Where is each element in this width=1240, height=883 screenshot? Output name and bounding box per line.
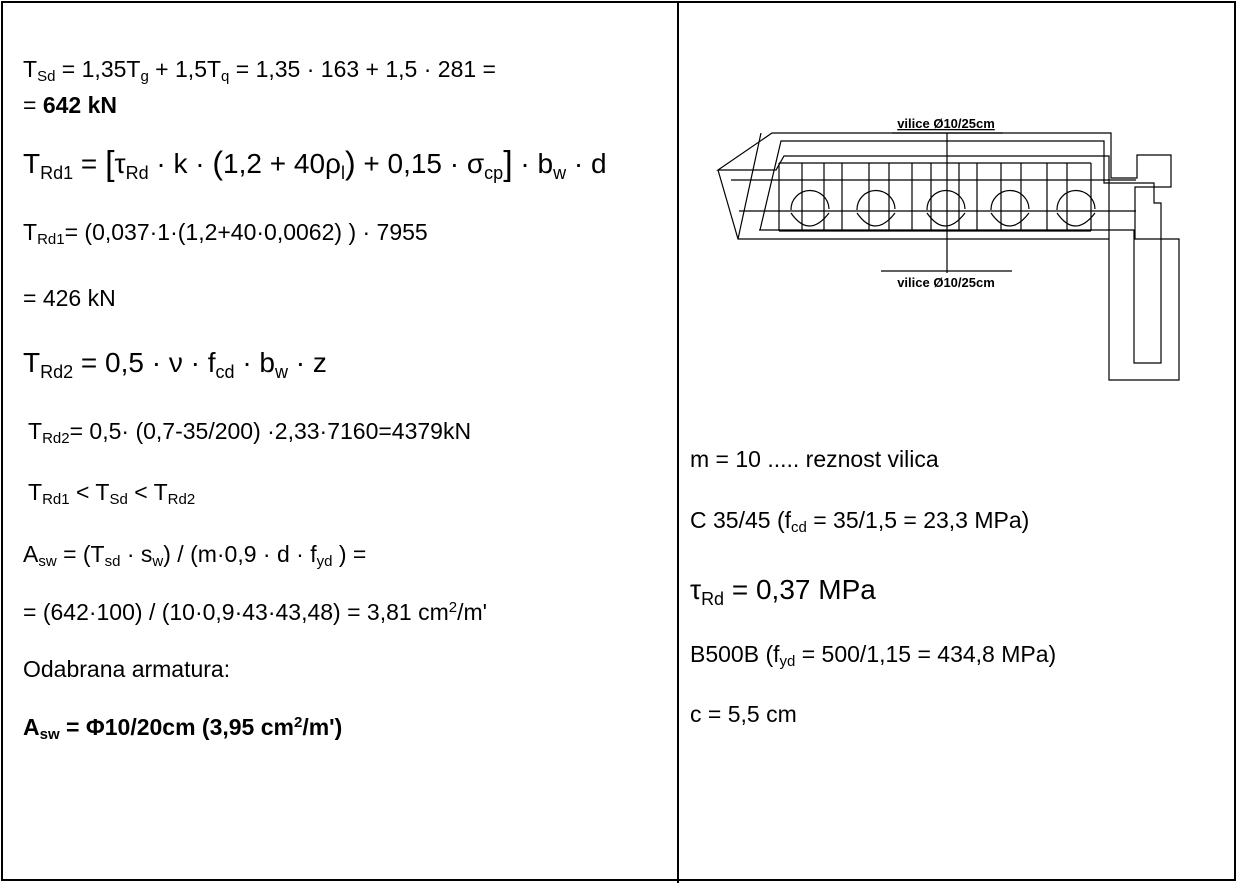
beam-taper-line [737,132,762,240]
trd2-formula: TRd2 = 0,5 · ν · fcd · bw · z [23,347,327,382]
paren-close: ) [344,145,356,181]
stirrups [778,162,1092,232]
concrete-class-line: C 35/45 (fcd = 35/1,5 = 23,3 MPa) [690,507,1030,536]
stirrup-legs-line: m = 10 ..... reznost vilica [690,446,939,472]
concrete-outline [716,132,1180,381]
stirrup-hooks [790,189,1096,227]
chosen-reinforcement-label: Odabrana armatura: [23,656,231,682]
chosen-reinforcement-value: Asw = Φ10/20cm (3,95 cm2/m') [23,714,343,743]
tsd-line-2: = 642 kN [23,92,117,118]
asw-formula: Asw = (Tsd · sw) / (m·0,9 · d · fyd ) = [23,541,367,570]
tsd-line-1: TSd = 1,35Tg + 1,5Tq = 1,35 · 163 + 1,5 … [23,56,496,85]
asw-calc: = (642·100) / (10·0,9·43·43,48) = 3,81 c… [23,599,488,625]
shear-inequality: TRd1 < TSd < TRd2 [28,479,196,508]
beam-end-line [717,169,1109,240]
reinforcement-cage [759,140,1162,364]
bracket-close: ] [503,145,513,183]
stirrup-label-bottom: vilice Ø10/25cm [897,275,995,290]
stirrup-diagram: vilice Ø10/25cm vilice Ø10/25cm [716,116,1180,381]
bracket-open: [ [105,145,115,183]
trd1-calc: TRd1= (0,037·1·(1,2+40·0,0062) ) · 7955 [23,219,428,248]
trd1-result: = 426 kN [23,285,116,311]
steel-class-line: B500B (fyd = 500/1,15 = 434,8 MPa) [690,641,1057,670]
paren-open: ( [212,145,224,181]
column-divider [677,3,679,883]
stirrup-label-top: vilice Ø10/25cm [897,116,995,131]
trd2-calc: TRd2= 0,5· (0,7-35/200) ·2,33·7160=4379k… [28,418,472,447]
tau-rd-line: τRd = 0,37 MPa [690,574,876,609]
cover-line: c = 5,5 cm [690,701,797,727]
trd1-formula: TRd1 = [τRd · k · (1,2 + 40ρl) + 0,15 · … [23,145,607,183]
